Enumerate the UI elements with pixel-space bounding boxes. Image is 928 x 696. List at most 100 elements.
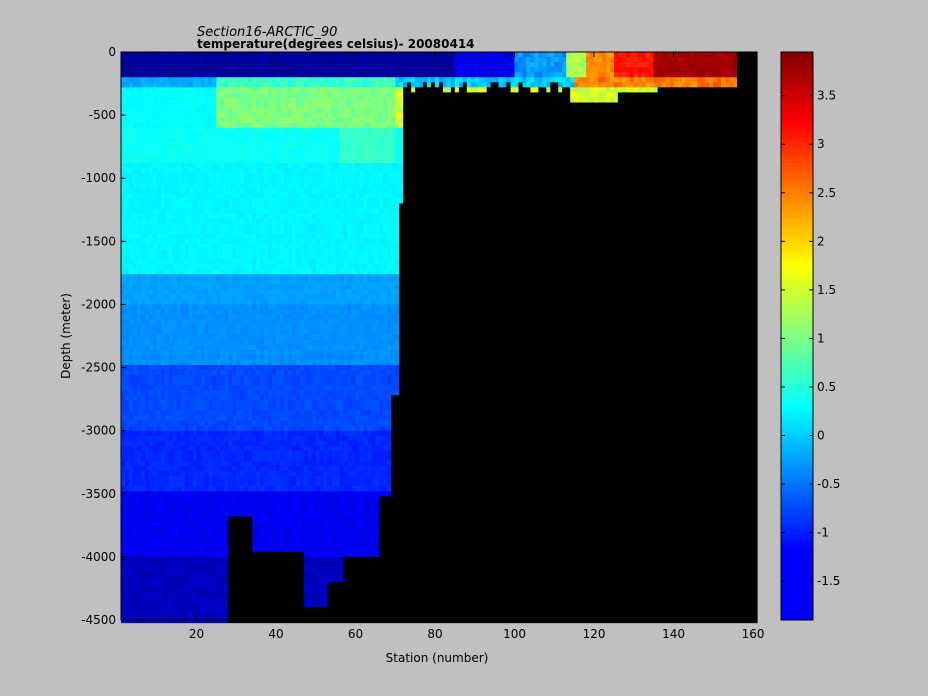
heatmap-cell [177,612,182,618]
heatmap-cell [224,92,229,98]
heatmap-cell [189,133,194,139]
heatmap-cell [208,234,213,240]
heatmap-cell [248,496,253,502]
heatmap-cell [129,198,134,204]
heatmap-cell [232,77,237,83]
heatmap-cell [169,340,174,346]
heatmap-cell [125,456,130,462]
heatmap-cell [248,446,253,452]
heatmap-cell [252,582,257,588]
heatmap-cell [240,299,245,305]
heatmap-cell [189,214,194,220]
heatmap-cell [248,158,253,164]
heatmap-cell [153,335,158,341]
heatmap-cell [208,471,213,477]
heatmap-cell [129,249,134,255]
heatmap-cell [212,582,217,588]
heatmap-cell [125,178,130,184]
heatmap-cell [149,52,154,58]
heatmap-cell [173,82,178,88]
heatmap-cell [153,416,158,422]
heatmap-cell [133,209,138,215]
heatmap-cell [248,279,253,285]
heatmap-cell [137,542,142,548]
heatmap-cell [129,229,134,235]
heatmap-cell [165,390,170,396]
heatmap-cell [244,209,249,215]
heatmap-cell [133,511,138,517]
heatmap-cell [264,67,269,73]
heatmap-cell [177,562,182,568]
heatmap-cell [244,335,249,341]
heatmap-cell [185,582,190,588]
heatmap-cell [208,582,213,588]
heatmap-cell [248,274,253,280]
heatmap-cell [212,128,217,134]
heatmap-cell [145,446,150,452]
heatmap-cell [157,173,162,179]
heatmap-cell [232,532,237,538]
heatmap-cell [145,456,150,462]
heatmap-cell [212,577,217,583]
heatmap-cell [185,587,190,593]
heatmap-cell [204,128,209,134]
heatmap-cell [220,542,225,548]
heatmap-cell [185,405,190,411]
heatmap-cell [129,390,134,396]
heatmap-cell [224,390,229,396]
heatmap-cell [208,350,213,356]
heatmap-cell [145,188,150,194]
heatmap-cell [169,385,174,391]
heatmap-cell [232,133,237,139]
heatmap-cell [125,249,130,255]
heatmap-cell [121,451,126,457]
heatmap-cell [201,385,206,391]
heatmap-cell [145,572,150,578]
heatmap-cell [153,426,158,432]
heatmap-cell [228,577,233,583]
heatmap-cell [189,562,194,568]
heatmap-cell [173,506,178,512]
heatmap-cell [240,436,245,442]
heatmap-cell [197,421,202,427]
heatmap-cell [161,552,166,558]
heatmap-cell [193,259,198,265]
heatmap-cell [232,148,237,154]
heatmap-cell [157,607,162,613]
heatmap-cell [121,123,126,129]
heatmap-cell [193,426,198,432]
heatmap-cell [204,279,209,285]
heatmap-cell [193,345,198,351]
heatmap-cell [157,517,162,523]
heatmap-cell [125,405,130,411]
heatmap-cell [173,198,178,204]
heatmap-cell [133,577,138,583]
heatmap-cell [216,461,221,467]
heatmap-cell [240,426,245,432]
heatmap-cell [204,188,209,194]
heatmap-cell [149,405,154,411]
heatmap-cell [260,612,265,618]
heatmap-cell [232,234,237,240]
heatmap-cell [204,315,209,321]
heatmap-cell [228,567,233,573]
heatmap-cell [248,335,253,341]
heatmap-cell [212,269,217,275]
heatmap-cell [149,345,154,351]
heatmap-cell [252,274,257,280]
heatmap-cell [169,431,174,437]
heatmap-cell [153,320,158,326]
heatmap-cell [224,416,229,422]
heatmap-cell [125,77,130,83]
heatmap-cell [240,562,245,568]
heatmap-cell [197,330,202,336]
heatmap-cell [212,294,217,300]
heatmap-cell [161,592,166,598]
heatmap-cell [153,234,158,240]
heatmap-cell [145,279,150,285]
heatmap-cell [165,330,170,336]
heatmap-cell [208,537,213,543]
heatmap-cell [129,289,134,295]
heatmap-cell [121,234,126,240]
heatmap-cell [173,335,178,341]
